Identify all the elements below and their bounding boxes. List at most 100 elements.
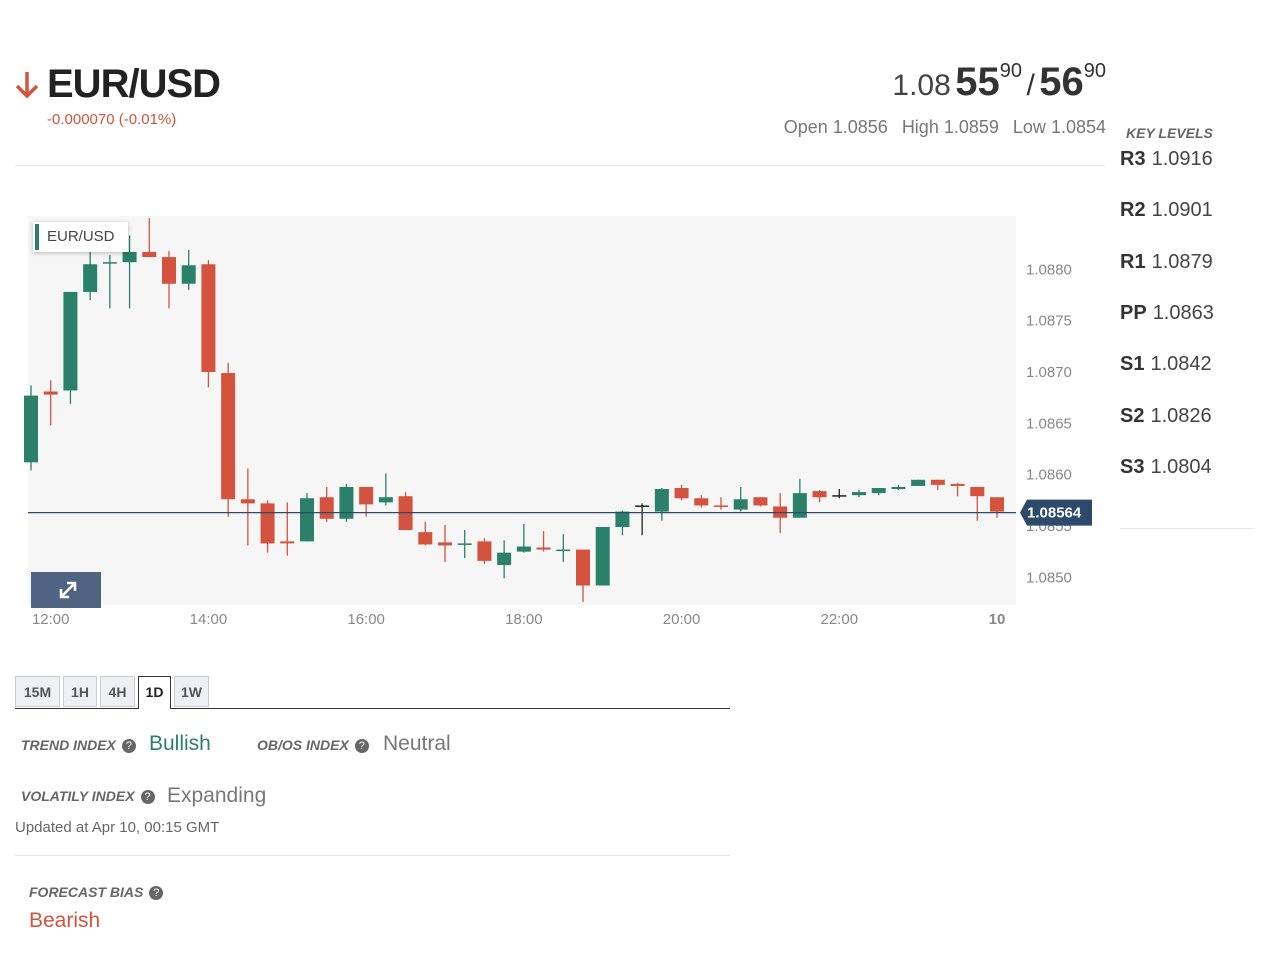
candle-body — [457, 543, 472, 545]
legend-label: EUR/USD — [47, 228, 115, 245]
key-level: PP 1.0863 — [1120, 302, 1214, 325]
expand-button[interactable] — [31, 572, 101, 608]
stats: Open 1.0856 High 1.0859 Low 1.0854 — [784, 117, 1106, 138]
candle-body — [339, 486, 354, 519]
forecast: FORECAST BIAS? — [29, 884, 164, 902]
quote: 1.08 5590 / 5690 — [892, 60, 1106, 105]
candle-body — [63, 291, 78, 391]
key-level: S1 1.0842 — [1120, 353, 1212, 376]
tab-line — [15, 708, 730, 709]
indicator-label: OB/OS INDEX — [257, 737, 349, 753]
key-level-value: 1.0879 — [1151, 250, 1213, 273]
key-level-name: R1 — [1120, 250, 1146, 273]
x-tick-label: 16:00 — [347, 611, 385, 628]
key-level-value: 1.0863 — [1152, 301, 1214, 324]
ask-fraction: 90 — [1083, 60, 1106, 82]
candle-body — [714, 505, 728, 507]
key-level-value: 1.0804 — [1150, 455, 1212, 478]
candle-body — [832, 495, 847, 497]
y-tick-label: 1.0865 — [1026, 415, 1072, 432]
key-level-name: R3 — [1120, 148, 1146, 170]
indicator-value: Bullish — [149, 732, 211, 755]
key-level-name: S2 — [1120, 404, 1145, 427]
x-tick-label: 12:00 — [32, 611, 70, 628]
key-level-name: R2 — [1120, 199, 1146, 222]
candle-body — [201, 264, 216, 373]
candle-body — [950, 483, 965, 486]
candle-body — [911, 479, 926, 486]
bid-fraction: 90 — [999, 60, 1022, 82]
timeframe-tab[interactable]: 1D — [138, 676, 171, 709]
candle-body — [871, 487, 886, 494]
timeframe-tab[interactable]: 1H — [63, 676, 97, 707]
key-level: S3 1.0804 — [1120, 456, 1212, 479]
candle-body — [300, 498, 314, 542]
y-tick-label: 1.0860 — [1026, 467, 1072, 484]
down-arrow — [15, 72, 39, 99]
divider — [15, 855, 730, 856]
candle-body — [162, 257, 176, 284]
key-level-value: 1.0901 — [1151, 199, 1213, 222]
last-price-tag — [1020, 499, 1092, 526]
key-level: R3 1.0916 — [1120, 148, 1213, 171]
candle-body — [418, 532, 433, 545]
indicator: OB/OS INDEX? — [257, 737, 369, 755]
updated: Updated at Apr 10, 00:15 GMT — [15, 819, 220, 836]
timeframe-tab[interactable]: 15M — [15, 676, 60, 707]
timeframe-tab[interactable]: 1W — [174, 676, 209, 707]
key-level: R2 1.0901 — [1120, 199, 1213, 222]
x-tick-label: 10 — [989, 611, 1006, 628]
x-tick-label: 20:00 — [663, 611, 701, 628]
candle-body — [930, 479, 945, 485]
y-tick-label: 1.0870 — [1026, 364, 1072, 381]
candle-body — [792, 493, 807, 518]
timeframe-tab[interactable]: 4H — [100, 676, 135, 707]
stat-value: 1.0856 — [832, 117, 888, 137]
indicator-value: Expanding — [167, 784, 267, 807]
candle-body — [319, 497, 334, 519]
candle-body — [359, 486, 374, 505]
expand-icon — [59, 581, 77, 599]
indicator: VOLATILY INDEX? — [21, 788, 155, 806]
legend: EUR/USD — [33, 222, 128, 252]
forecast-label: FORECAST BIAS — [29, 884, 144, 900]
candle-body — [576, 549, 590, 586]
y-tick-label: 1.0850 — [1026, 569, 1072, 586]
candle-body — [280, 541, 295, 544]
candle-body — [733, 499, 748, 510]
indicator: TREND INDEX? — [21, 737, 136, 755]
candle-body — [812, 491, 827, 498]
stat-label: Low — [1012, 117, 1046, 137]
candle-body — [990, 497, 1004, 512]
symbol: EUR/USD — [47, 62, 221, 106]
candle-body — [891, 486, 906, 490]
bid-big: 1.08 — [892, 69, 951, 102]
key-levels-title: KEY LEVELS — [1126, 125, 1213, 141]
stat-value: 1.0854 — [1050, 117, 1106, 137]
key-level-value: 1.0826 — [1150, 404, 1212, 427]
expand-bg[interactable] — [31, 572, 101, 608]
candle-body — [970, 486, 985, 497]
candle-body — [694, 498, 709, 506]
candle-body — [497, 552, 512, 565]
indicator-value: Neutral — [383, 732, 451, 755]
candle-body — [438, 542, 452, 546]
candle-body — [753, 497, 768, 506]
candle-body — [102, 262, 117, 264]
candle-body — [240, 499, 255, 504]
divider — [1120, 528, 1255, 529]
y-tick-label: 1.0880 — [1026, 261, 1072, 278]
stat-value: 1.0859 — [943, 117, 999, 137]
key-level-name: S1 — [1120, 353, 1145, 376]
candle-body — [142, 251, 157, 258]
indicator-label: VOLATILY INDEX — [21, 788, 135, 804]
ask-pips: 56 — [1039, 60, 1084, 104]
candle-body — [181, 265, 196, 284]
candle-body — [477, 541, 492, 561]
candle-body — [24, 395, 38, 463]
candle-body — [221, 373, 236, 500]
key-level-value: 1.0842 — [1150, 353, 1212, 376]
candle-body — [654, 489, 669, 512]
